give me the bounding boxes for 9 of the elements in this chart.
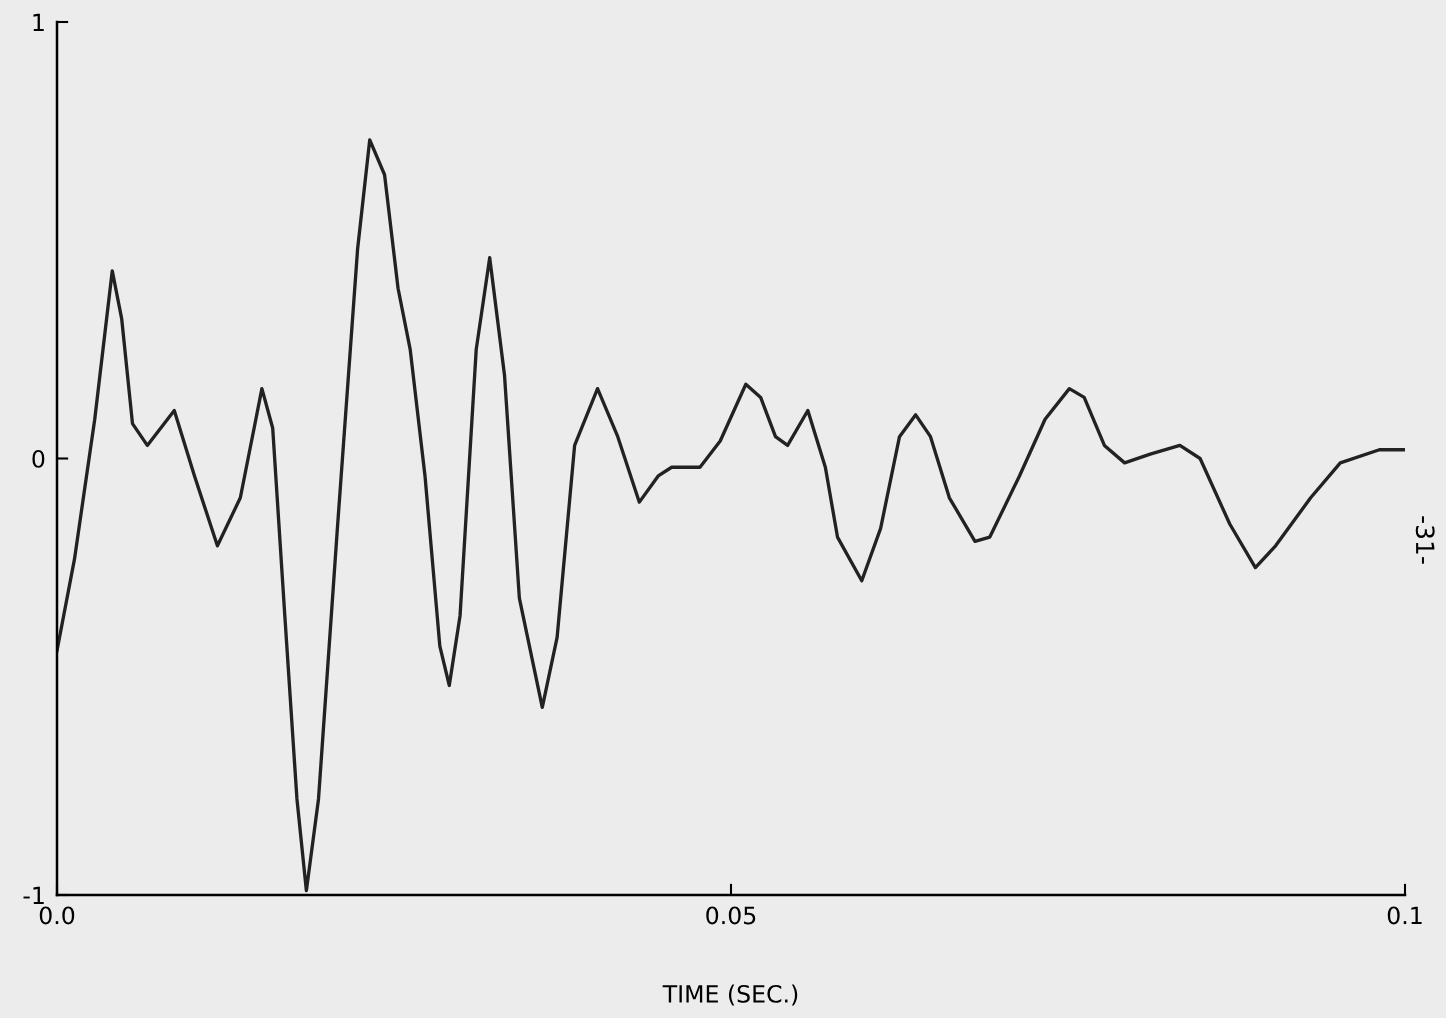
y-tick-label: 1 [33,13,44,31]
x-tick-label: 0.05 [706,906,756,925]
x-tick-label: 0.1 [1387,906,1422,925]
y-tick-label: -1 [23,886,44,904]
x-axis-title: TIME (SEC.) [662,984,798,1006]
text: -31- [1415,516,1435,564]
x-tick-label: 0.0 [39,906,75,925]
line-series [57,138,1405,893]
y-tick-label: 0 [32,449,45,468]
